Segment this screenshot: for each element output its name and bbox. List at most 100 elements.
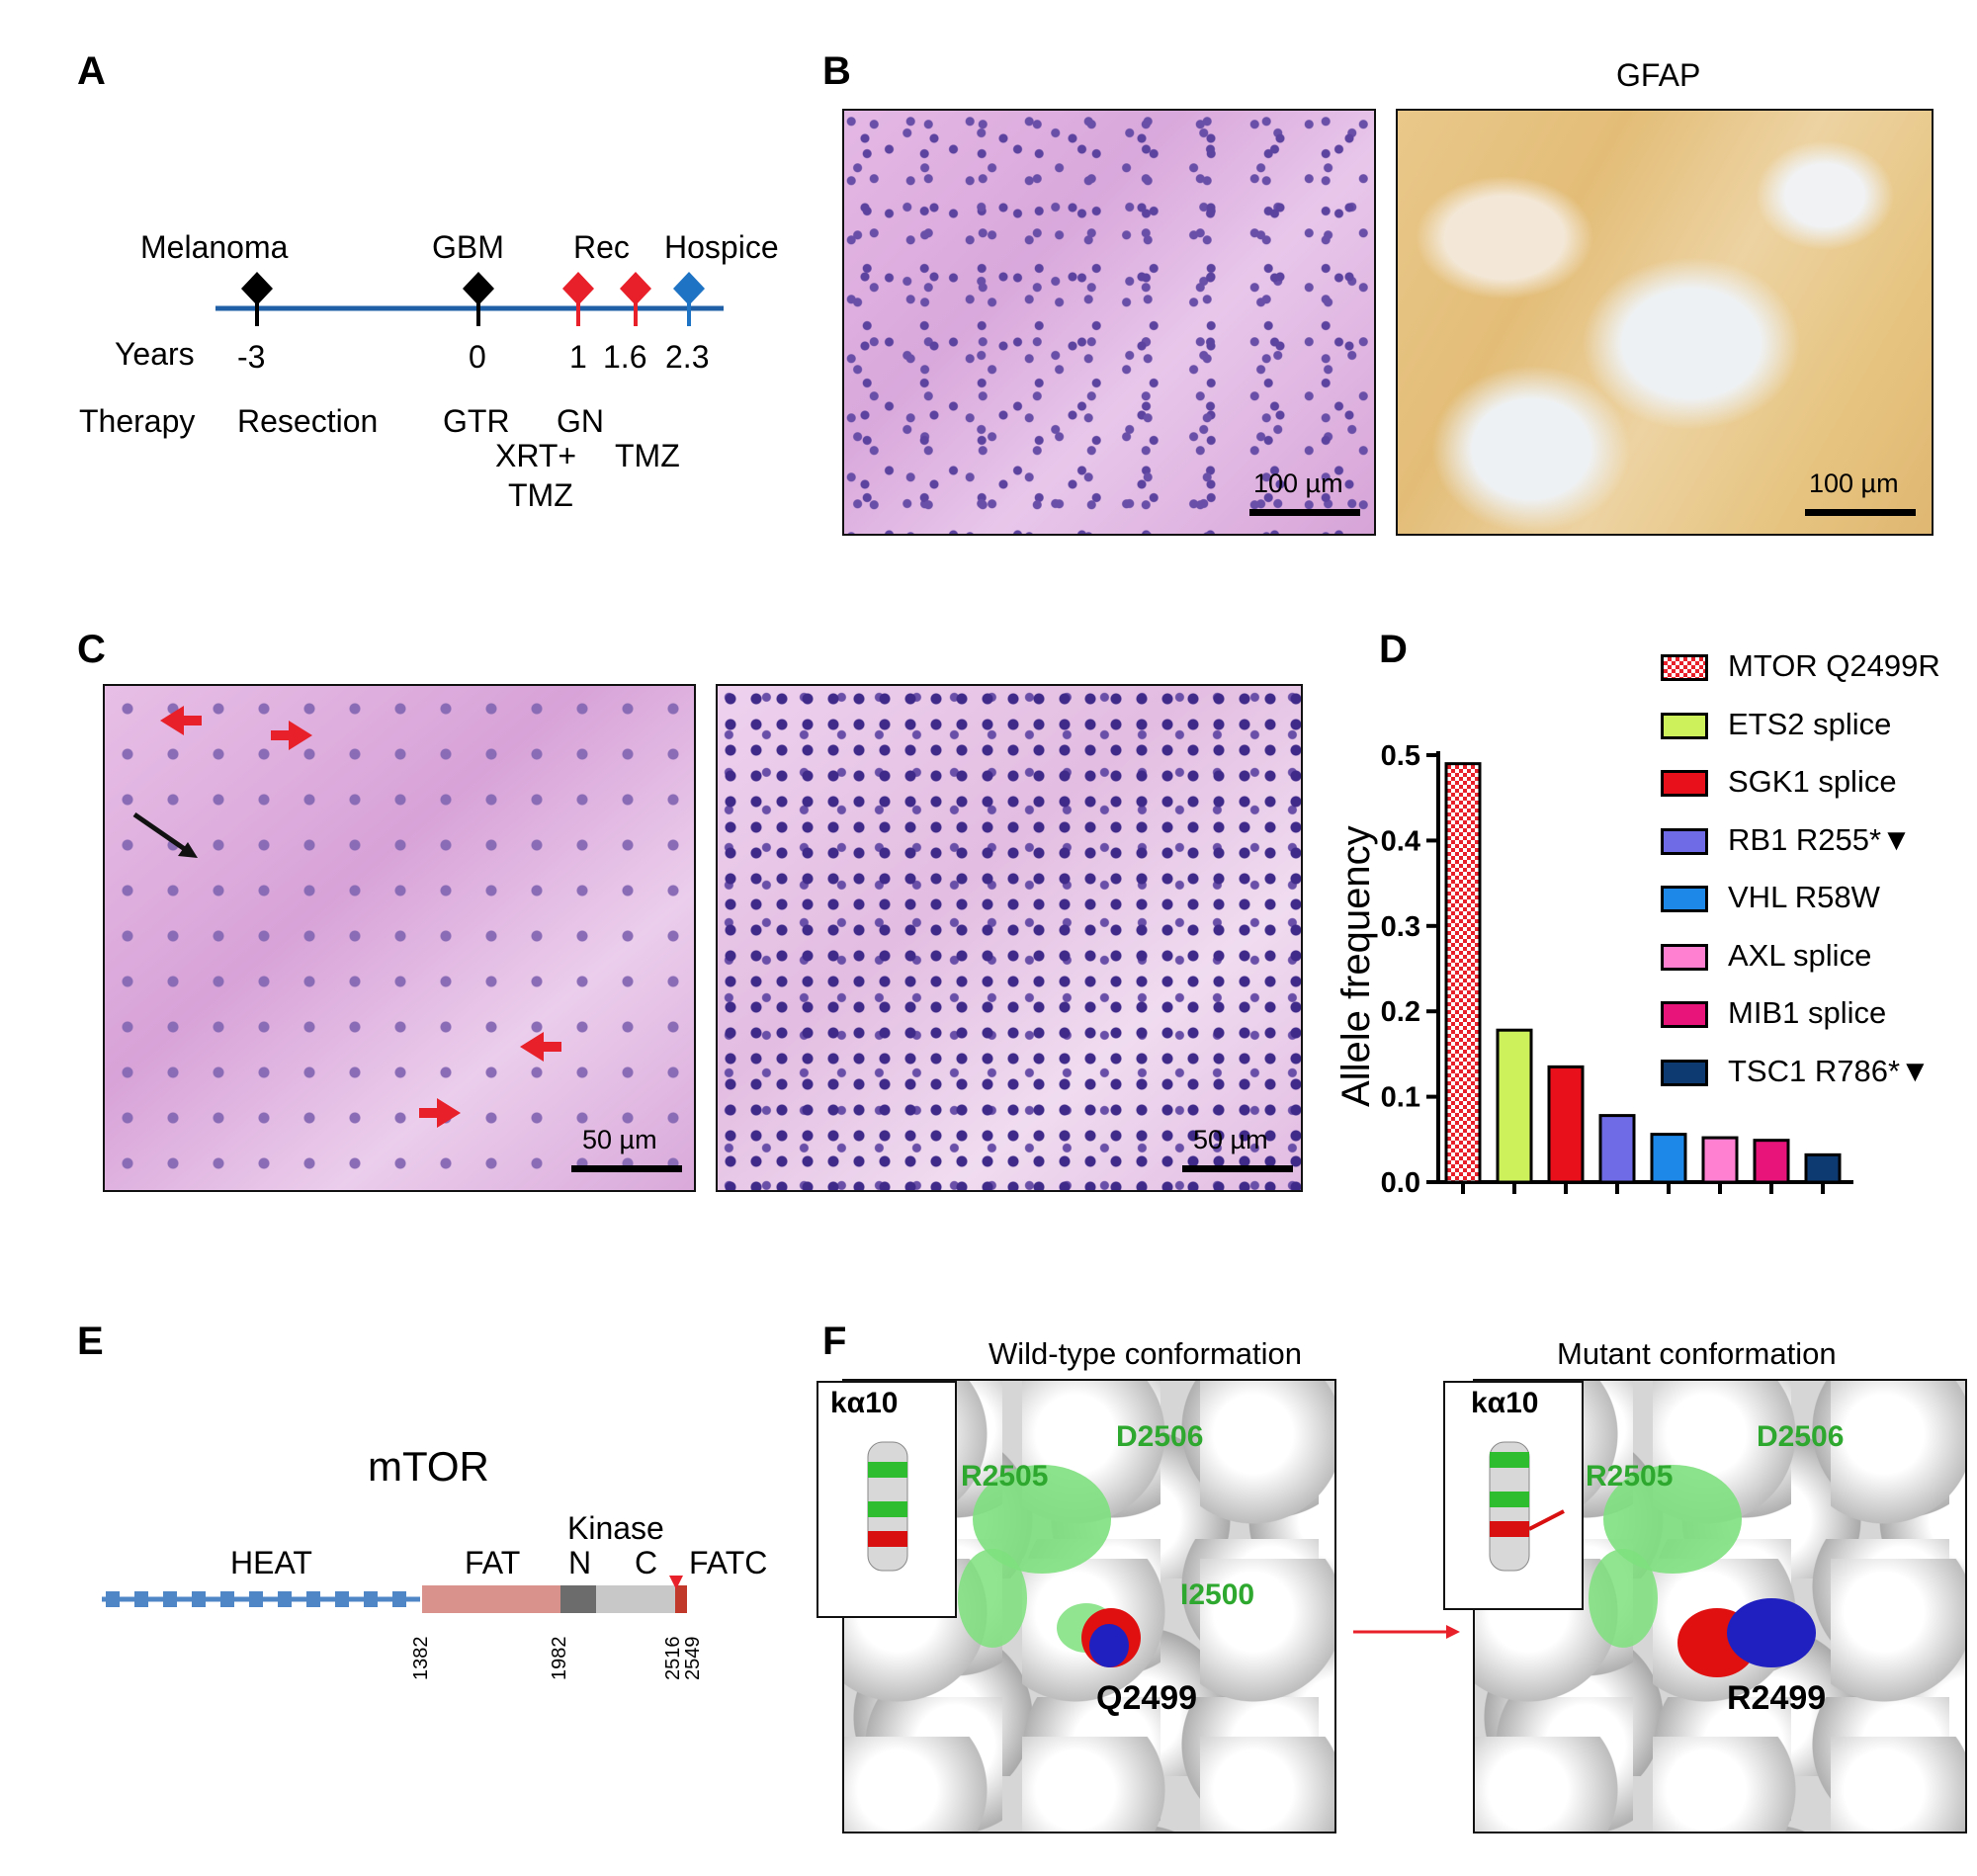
heat-repeat-box: [278, 1591, 292, 1607]
scale-bar: [1249, 509, 1360, 516]
arrows-overlay: [132, 706, 561, 1128]
years-label: Years: [115, 336, 195, 372]
pos-2549: 2549: [682, 1636, 704, 1681]
year-neg3: -3: [237, 339, 266, 375]
y-axis-label: Allele frequency: [1334, 825, 1378, 1107]
red-arrow: [520, 1032, 561, 1062]
panel-label-f: F: [822, 1320, 847, 1363]
residue-d2506: D2506: [1116, 1420, 1204, 1453]
diamond-rec1: [562, 272, 594, 305]
legend-label: MTOR Q2499R: [1728, 648, 1940, 683]
legend-label: VHL R58W: [1728, 880, 1880, 914]
year-1-6: 1.6: [603, 339, 647, 375]
therapy-tmz-a: TMZ: [508, 477, 573, 513]
diamond-gbm: [463, 272, 494, 305]
y-tick-label: 0.4: [1381, 825, 1420, 857]
heat-repeat-box: [220, 1591, 234, 1607]
gfap-title: GFAP: [1616, 57, 1701, 93]
legend-swatch: [1661, 712, 1708, 739]
legend-swatch: [1661, 654, 1708, 681]
kinase-n-domain: [560, 1585, 596, 1613]
timeline-graphic: [215, 272, 724, 326]
heat-repeat-box: [392, 1591, 406, 1607]
panel-label-d: D: [1379, 628, 1408, 671]
pos-1982: 1982: [549, 1636, 570, 1681]
bar-3: [1598, 1114, 1636, 1184]
scale-text: 50 µm: [1193, 1125, 1268, 1154]
legend-label: SGK1 splice: [1728, 764, 1897, 799]
red-arrow: [419, 1098, 461, 1128]
year-0: 0: [469, 339, 486, 375]
heat-repeat-box: [192, 1591, 206, 1607]
fatc-domain: [675, 1585, 687, 1613]
y-tick-label: 0.2: [1381, 996, 1420, 1028]
allele-frequency-chart: 0.0 0.1 0.2 0.3 0.4 0.5: [1381, 740, 1853, 1199]
bar-7: [1804, 1152, 1842, 1184]
residue-q2499: Q2499: [1096, 1679, 1198, 1717]
residue-r2499: R2499: [1727, 1679, 1827, 1717]
y-tick-label: 0.1: [1381, 1082, 1420, 1114]
diamond-rec2: [620, 272, 651, 305]
therapy-resection: Resection: [237, 403, 379, 439]
residue-d2506: D2506: [1757, 1420, 1845, 1453]
panel-label-e: E: [77, 1320, 104, 1363]
scale-text: 50 µm: [582, 1125, 657, 1154]
diamond-hospice: [673, 272, 705, 305]
bar-0: [1444, 762, 1482, 1184]
domain-kinase-n: N: [568, 1545, 592, 1580]
legend-swatch: [1661, 1001, 1708, 1028]
scale-text: 100 µm: [1253, 469, 1343, 498]
legend-swatch: [1661, 770, 1708, 797]
red-arrow: [160, 706, 202, 735]
scale-text: 100 µm: [1809, 469, 1899, 498]
event-melanoma: Melanoma: [140, 229, 289, 265]
residue-i2500: I2500: [1180, 1578, 1255, 1611]
black-arrow: [132, 811, 194, 857]
heat-repeat-box: [335, 1591, 349, 1607]
helix-label: kα10: [1471, 1387, 1539, 1419]
heat-repeat-box: [134, 1591, 148, 1607]
he-image-b: 100 µm: [842, 109, 1376, 536]
mut-title: Mutant conformation: [1557, 1336, 1837, 1371]
therapy-gn: GN: [557, 403, 604, 439]
timeline-panel: [0, 0, 811, 554]
residue-r2505: R2505: [961, 1460, 1049, 1492]
helix-graphic: [1489, 1441, 1565, 1572]
bar-5: [1701, 1136, 1739, 1184]
legend-label: AXL splice: [1728, 937, 1872, 973]
mut-surface: [1589, 1465, 1816, 1677]
bar-4: [1650, 1133, 1687, 1184]
heat-repeat-box: [306, 1591, 320, 1607]
black-arrow-head: [178, 842, 198, 858]
legend-swatch: [1661, 943, 1708, 971]
y-tick-label: 0.5: [1381, 740, 1420, 772]
gfap-image: 100 µm: [1396, 109, 1934, 536]
wt-surface: [958, 1465, 1141, 1667]
event-gbm: GBM: [432, 229, 504, 265]
he-image-c1: 50 µm: [103, 684, 696, 1192]
domain-fat: FAT: [465, 1545, 521, 1580]
legend-swatch: [1661, 886, 1708, 912]
helix-label: kα10: [830, 1387, 899, 1419]
transition-arrow: [1353, 1625, 1460, 1639]
year-2-3: 2.3: [665, 339, 710, 375]
residue-r2505: R2505: [1586, 1460, 1674, 1492]
y-tick-label: 0.3: [1381, 911, 1420, 943]
red-arrow: [271, 721, 312, 750]
therapy-xrt: XRT+: [495, 438, 577, 473]
fat-domain: [422, 1585, 560, 1613]
scale-bar: [571, 1165, 682, 1172]
y-tick-label: 0.0: [1381, 1167, 1420, 1199]
domain-kinase: Kinase: [567, 1510, 664, 1546]
domain-heat: HEAT: [230, 1545, 312, 1580]
domain-diagram: [102, 1576, 687, 1613]
year-1: 1: [569, 339, 587, 375]
legend-swatch: [1661, 1059, 1708, 1086]
event-rec: Rec: [573, 229, 630, 265]
diamond-melanoma: [241, 272, 273, 305]
heat-repeat-box: [249, 1591, 263, 1607]
legend-label: RB1 R255*▼: [1728, 821, 1912, 857]
heat-repeat-box: [163, 1591, 177, 1607]
bar-2: [1547, 1065, 1585, 1184]
panel-label-a: A: [77, 49, 106, 93]
